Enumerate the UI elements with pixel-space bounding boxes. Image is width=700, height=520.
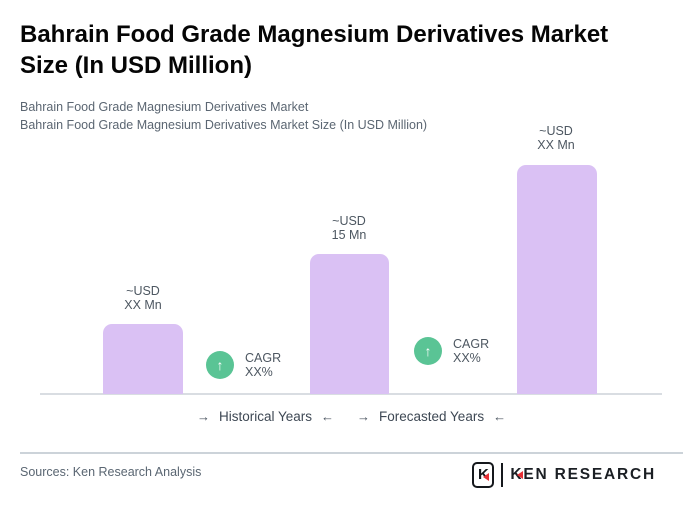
chart-subtitle-line1: Bahrain Food Grade Magnesium Derivatives… bbox=[20, 100, 309, 114]
historical-years-label: Historical Years bbox=[219, 409, 313, 424]
chart-subtitle-line2: Bahrain Food Grade Magnesium Derivatives… bbox=[20, 118, 428, 132]
chart-subtitle: Bahrain Food Grade Magnesium Derivatives… bbox=[20, 98, 427, 134]
ken-research-logo: K K EN RESEARCH bbox=[472, 461, 656, 488]
cagr1-line1: CAGR bbox=[245, 351, 282, 365]
up-arrow-icon: ↑ bbox=[424, 343, 432, 359]
cagr-label-2: CAGR XX% bbox=[453, 337, 489, 365]
bar1-label-line2: XX Mn bbox=[124, 298, 162, 312]
page-title-line1: Bahrain Food Grade Magnesium Derivatives… bbox=[20, 21, 609, 48]
right-arrow-icon: → bbox=[197, 409, 210, 424]
bar-value-label: ~USD XX Mn bbox=[93, 284, 193, 312]
cagr2-line2: XX% bbox=[453, 351, 481, 365]
page-title: Bahrain Food Grade Magnesium Derivatives… bbox=[20, 19, 684, 81]
cagr-badge-2: ↑ bbox=[414, 337, 442, 365]
right-arrow-icon: → bbox=[357, 409, 370, 424]
wordmark-rest: EN RESEARCH bbox=[523, 465, 656, 483]
bar2-label-line1: ~USD bbox=[332, 214, 366, 228]
bar3-label-line1: ~USD bbox=[539, 124, 573, 138]
bar-value-label: ~USD 15 Mn bbox=[299, 214, 399, 242]
cagr-badge-1: ↑ bbox=[206, 351, 234, 379]
red-triangle-icon bbox=[483, 472, 490, 481]
cagr1-line2: XX% bbox=[245, 365, 273, 379]
red-triangle-icon bbox=[517, 470, 524, 479]
cagr-label-1: CAGR XX% bbox=[245, 351, 281, 379]
bar-value-label: ~USD XX Mn bbox=[506, 124, 606, 152]
bar2-label-line2: 15 Mn bbox=[331, 228, 367, 242]
bar-forecast-end bbox=[517, 165, 597, 394]
sources-text: Sources: Ken Research Analysis bbox=[20, 465, 202, 479]
forecasted-years-annotation: → Forecasted Years ← bbox=[357, 409, 506, 424]
left-arrow-icon: ← bbox=[493, 409, 507, 424]
chart-baseline bbox=[40, 393, 662, 395]
forecasted-years-label: Forecasted Years bbox=[379, 409, 485, 424]
footer-divider bbox=[20, 452, 683, 454]
bar3-label-line2: XX Mn bbox=[537, 138, 575, 152]
left-arrow-icon: ← bbox=[321, 409, 335, 424]
logo-separator bbox=[501, 462, 504, 487]
wordmark-k: K bbox=[510, 465, 524, 483]
page-title-line2: Size (In USD Million) bbox=[20, 52, 252, 79]
bar-historical-end bbox=[310, 254, 389, 394]
historical-years-annotation: → Historical Years ← bbox=[197, 409, 334, 424]
up-arrow-icon: ↑ bbox=[216, 357, 224, 373]
ken-research-wordmark: K EN RESEARCH bbox=[510, 466, 656, 484]
cagr2-line1: CAGR bbox=[453, 337, 490, 351]
bar-historical-start bbox=[103, 324, 183, 394]
bar1-label-line1: ~USD bbox=[126, 284, 160, 298]
ken-research-badge-icon: K bbox=[472, 461, 495, 488]
